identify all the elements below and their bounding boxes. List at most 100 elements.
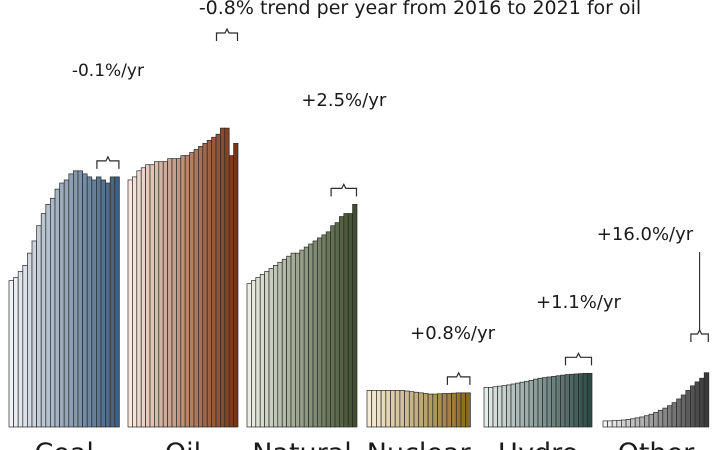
bar-natural-1: [246, 283, 252, 428]
bar-coal-2: [13, 277, 19, 428]
bar-other-9: [639, 416, 645, 428]
bar-oil-21: [215, 133, 221, 428]
bar-nuclear-16: [437, 393, 443, 428]
bar-other-23: [703, 372, 710, 428]
bar-oil-25: [233, 143, 239, 428]
bar-other-10: [644, 415, 650, 428]
bar-groups: Coal -0.1%/yr Oil Natural +2.5%/yr Nuclear +0.…: [8, 27, 710, 450]
bar-natural-12: [295, 252, 301, 428]
bar-hydro-17: [555, 375, 561, 428]
bar-coal-8: [40, 213, 47, 428]
bar-oil-14: [184, 155, 190, 428]
bar-hydro-13: [537, 377, 543, 428]
bar-other-13: [657, 409, 664, 428]
trend-label-hydro: +1.1%/yr: [536, 292, 622, 313]
bar-oil-19: [206, 139, 212, 428]
bar-oil-17: [198, 146, 204, 428]
bar-other-1: [602, 420, 608, 428]
bar-natural-4: [259, 274, 265, 428]
bar-nuclear-14: [427, 393, 434, 428]
group-oil: Oil: [127, 27, 239, 450]
bar-coal-17: [82, 173, 88, 428]
bar-hydro-14: [542, 377, 548, 428]
bar-natural-6: [268, 268, 274, 428]
bar-natural-10: [286, 255, 292, 428]
bar-nuclear-20: [455, 392, 462, 428]
bar-nuclear-22: [465, 392, 471, 428]
group-coal: Coal -0.1%/yr: [8, 61, 144, 450]
trend-label-natural: +2.5%/yr: [301, 90, 387, 111]
bar-nuclear-13: [423, 393, 429, 428]
bar-other-22: [699, 377, 705, 428]
trend-bracket-natural: [330, 183, 358, 197]
bar-natural-14: [303, 246, 309, 428]
bar-natural-9: [281, 258, 287, 428]
bar-hydro-19: [564, 374, 570, 428]
bar-coal-16: [77, 170, 83, 428]
bar-natural-7: [273, 265, 279, 428]
trend-bracket-oil: [215, 27, 239, 41]
bar-natural-19: [325, 231, 331, 428]
bar-oil-5: [145, 164, 151, 428]
bar-natural-25: [352, 204, 358, 428]
bar-hydro-21: [573, 373, 579, 428]
bar-hydro-4: [497, 385, 503, 428]
bar-oil-13: [180, 155, 186, 428]
bar-oil-18: [202, 143, 208, 428]
bar-oil-15: [189, 152, 195, 428]
bar-coal-3: [17, 271, 24, 428]
bar-coal-24: [114, 176, 120, 428]
bar-nuclear-15: [432, 393, 438, 428]
bar-oil-24: [228, 155, 234, 428]
bar-coal-12: [59, 182, 65, 428]
group-nuclear: Nuclear +0.8%/yr: [366, 323, 496, 450]
bar-natural-5: [264, 271, 270, 428]
bar-natural-17: [317, 237, 323, 428]
bar-hydro-15: [546, 376, 552, 428]
bar-coal-15: [73, 170, 79, 428]
bar-other-17: [676, 398, 682, 428]
bar-hydro-8: [515, 382, 521, 428]
bar-hydro-18: [560, 374, 566, 428]
bar-nuclear-6: [390, 390, 396, 428]
bar-natural-18: [321, 234, 327, 428]
bar-nuclear-12: [418, 392, 424, 428]
bar-hydro-10: [524, 380, 530, 428]
bar-other-5: [621, 419, 627, 428]
category-label-hydro: Hydro: [498, 438, 578, 450]
bar-natural-23: [343, 213, 349, 428]
bar-oil-2: [132, 176, 138, 428]
bar-oil-11: [171, 158, 177, 428]
bar-nuclear-2: [371, 390, 377, 428]
trend-bracket-other: [690, 328, 709, 342]
bar-coal-7: [36, 225, 42, 428]
bar-natural-11: [290, 252, 296, 428]
bar-hydro-22: [578, 373, 584, 428]
bar-hydro-6: [506, 384, 512, 428]
bar-other-3: [611, 420, 618, 428]
bar-hydro-12: [533, 378, 539, 428]
bar-oil-16: [193, 149, 199, 428]
bar-hydro-9: [519, 381, 525, 428]
bar-natural-20: [330, 225, 336, 428]
bar-hydro-5: [501, 385, 507, 428]
group-hydro: Hydro +1.1%/yr: [483, 292, 622, 450]
bar-nuclear-7: [394, 390, 401, 428]
bar-coal-9: [45, 204, 51, 428]
bar-nuclear-3: [376, 390, 382, 428]
group-other: Other +16.0%/yr: [597, 224, 710, 450]
bar-coal-23: [109, 176, 116, 428]
bar-other-15: [667, 405, 673, 428]
bar-oil-20: [211, 136, 217, 428]
bar-other-7: [630, 418, 636, 428]
bar-other-12: [653, 412, 659, 428]
category-label-oil: Oil: [165, 438, 201, 450]
trend-bracket-coal: [96, 155, 120, 169]
category-label-other: Other: [618, 438, 696, 450]
bar-natural-13: [299, 249, 305, 428]
bar-natural-22: [339, 216, 345, 428]
bar-other-4: [616, 419, 622, 428]
bar-natural-24: [347, 213, 353, 428]
bar-nuclear-5: [385, 390, 391, 428]
bar-coal-1: [8, 280, 14, 428]
